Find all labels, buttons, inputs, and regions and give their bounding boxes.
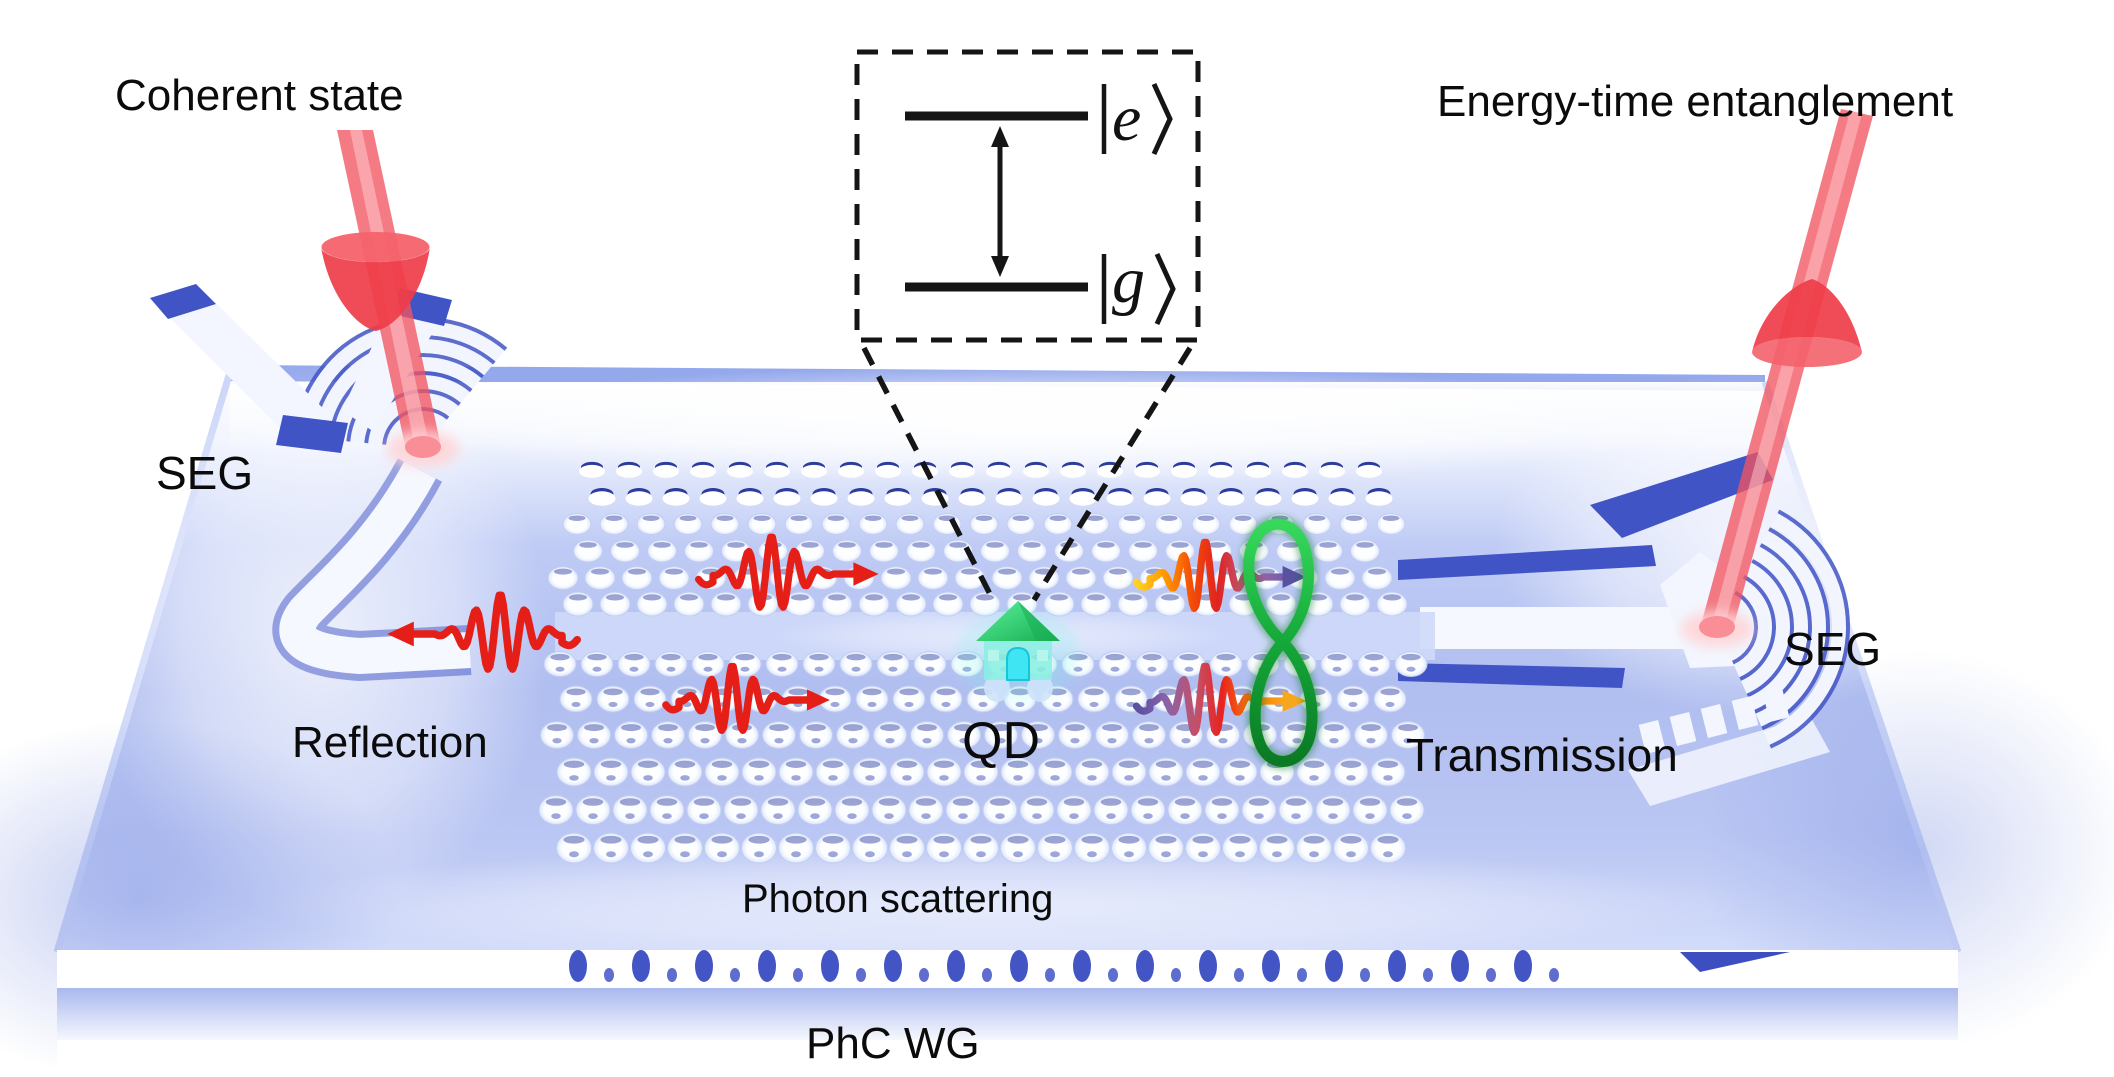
facet-dark-wedge <box>1680 952 1790 972</box>
facet-hole-cross-sections <box>569 950 1559 982</box>
qd-roof-shade <box>1018 601 1060 641</box>
input-photon-wave-lower <box>662 662 830 734</box>
input-photon-wave-upper <box>694 533 879 611</box>
ket-letter-g: g <box>1112 244 1145 317</box>
label-coherent-state: Coherent state <box>115 71 404 120</box>
qd-window-right <box>1037 650 1048 661</box>
output-beam-right <box>1681 109 1873 647</box>
seg-left-arm-outer <box>150 284 330 444</box>
label-transmission: Transmission <box>1406 729 1678 781</box>
input-beam-left <box>321 130 459 467</box>
entangled-photon-wave-upper <box>1132 538 1307 612</box>
beam-spot <box>405 436 441 458</box>
collection-cone-mouth <box>1752 337 1862 367</box>
qd-marker <box>956 601 1080 702</box>
bend-waveguide-core <box>279 461 471 675</box>
seg-left-dark-mark <box>276 415 348 453</box>
label-phc-wg: PhC WG <box>806 1019 980 1068</box>
entangled-photon-wave-lower <box>1132 662 1307 736</box>
reflection-photon-wave <box>387 591 582 673</box>
ket-ground: g <box>1101 244 1176 326</box>
label-seg-left: SEG <box>156 447 253 499</box>
facet-fadeout <box>57 1040 1958 1077</box>
inset-connector-left <box>861 346 996 602</box>
qd-window-left <box>988 650 999 661</box>
ket-excited: e <box>1101 82 1173 156</box>
transition-arrowhead-up <box>991 126 1009 147</box>
infinity-symbol <box>1243 518 1318 767</box>
label-seg-right: SEG <box>1784 623 1881 675</box>
waveguide-right-structure <box>1398 452 1850 806</box>
beam-core <box>1712 111 1862 628</box>
qd-base-right <box>1027 674 1053 702</box>
facet-lower-band <box>57 988 1958 1046</box>
ket-letter-e: e <box>1112 82 1141 155</box>
seg-right-upper-wedge <box>1590 452 1773 538</box>
focus-cone-mouth <box>321 232 430 262</box>
chip-membrane <box>0 360 2114 1077</box>
inset-connector-right <box>1031 346 1193 602</box>
collection-cone <box>1752 279 1862 352</box>
photon-wavepackets <box>387 533 1307 736</box>
seg-left-arm-outer-tip <box>150 284 216 319</box>
qd-door <box>1006 646 1030 681</box>
ridge-trench-top <box>1398 545 1656 580</box>
beam-spot <box>1699 616 1735 638</box>
inset-dashed-box <box>854 49 1201 343</box>
seg-right-grating-teeth <box>1638 688 1790 754</box>
label-photon-scattering: Photon scattering <box>742 877 1053 921</box>
two-level-inset: e g <box>854 49 1201 602</box>
facet-top-band <box>57 950 1958 988</box>
label-energy-time-entanglement: Energy-time entanglement <box>1437 77 1953 126</box>
label-qd: QD <box>962 712 1040 770</box>
focus-cone <box>321 247 430 331</box>
phc-hole-lattice <box>538 461 1428 864</box>
glow-bottom <box>250 845 1750 965</box>
label-reflection: Reflection <box>292 718 488 767</box>
entanglement-infinity-symbol <box>1240 516 1320 770</box>
ridge-trench-bottom <box>1398 663 1625 688</box>
qd-base-left <box>984 674 1010 702</box>
ket-angle-bracket <box>1151 82 1173 156</box>
ket-angle-bracket <box>1154 252 1176 326</box>
transition-arrowhead-down <box>991 256 1009 277</box>
glow-top <box>400 365 1700 485</box>
